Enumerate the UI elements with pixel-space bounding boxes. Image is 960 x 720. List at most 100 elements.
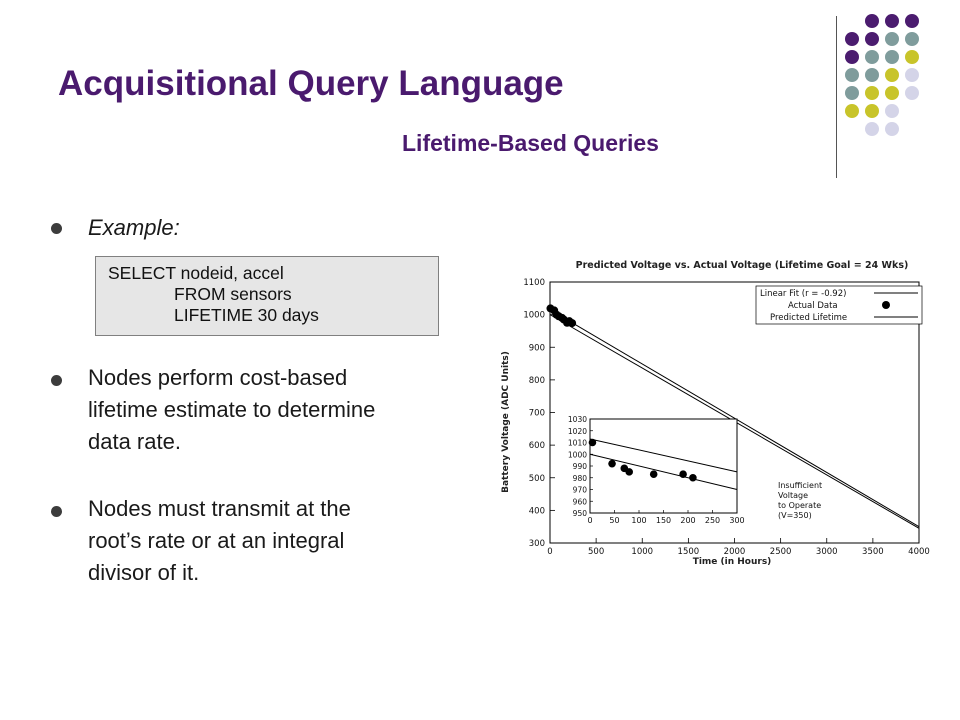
bullet-2-line-1: Nodes must transmit at the [88,496,351,521]
inset-data-point [588,438,597,447]
decorative-dot [865,50,879,64]
inset-y-tick-label: 1020 [568,427,587,436]
legend-box [755,285,923,325]
data-point [568,319,577,328]
decorative-dot [845,32,859,46]
decorative-dot [845,86,859,100]
legend-entry-linear-fit: Linear Fit (r = -0.92) [760,289,846,299]
x-tick-label: 4000 [908,547,930,557]
decorative-dot [865,122,879,136]
divider-line [836,16,837,178]
inset-data-point [625,468,633,476]
bullet-2-line-2: root’s rate or at an integral [88,528,345,553]
decorative-dot [845,104,859,118]
inset-x-tick-label: 0 [587,516,592,525]
x-tick-label: 0 [547,547,552,557]
x-tick-label: 2500 [770,547,792,557]
bullet-dot [51,506,62,517]
decorative-dot [905,68,919,82]
annotation-line-3: to Operate [778,501,821,510]
decorative-dot [905,86,919,100]
y-tick-label: 400 [529,506,545,516]
code-line-from: FROM sensors [174,284,292,304]
y-tick-label: 800 [529,376,545,386]
y-tick-label: 500 [529,474,545,484]
inset-data-point [608,459,616,468]
decorative-dot [905,32,919,46]
annotation-insufficient-voltage: Insufficient Voltage to Operate (V=350) [778,481,822,520]
decorative-dot [865,86,879,100]
annotation-line-4: (V=350) [778,511,812,520]
slide-title: Acquisitional Query Language [58,64,564,103]
chart-ylabel: Battery Voltage (ADC Units) [501,351,511,493]
bullet-point-1: Nodes perform cost-based lifetime estima… [88,362,375,458]
decorative-dot [885,14,899,28]
decorative-dot [865,14,879,28]
x-tick-label: 500 [588,547,604,557]
x-tick-label: 1500 [678,547,700,557]
bullet-1-line-1: Nodes perform cost-based [88,365,348,390]
inset-line [589,453,738,490]
chart-legend: Linear Fit (r = -0.92) Actual Data Predi… [755,285,923,325]
bullet-2-line-3: divisor of it. [88,560,200,585]
inset-line [589,438,738,473]
x-tick-label: 2000 [724,547,746,557]
x-tick-label: 3500 [862,547,884,557]
y-tick-label: 900 [529,343,545,353]
decorative-dot [885,68,899,82]
bullet-dot [51,223,62,234]
inset-y-tick-label: 980 [573,474,588,483]
inset-y-tick-label: 1010 [568,439,587,448]
inset-x-tick-label: 100 [631,516,646,525]
legend-swatch-actual-data [882,301,890,309]
chart-points [546,304,577,328]
code-line-select: SELECT nodeid, accel [108,263,284,283]
inset-data-point [679,470,687,479]
annotation-line-1: Insufficient [778,481,822,490]
decorative-dot [865,104,879,118]
slide-subtitle: Lifetime-Based Queries [402,130,659,156]
inset-y-tick-label: 950 [573,509,588,518]
bullet-dot [51,375,62,386]
inset-y-tick-label: 970 [573,486,588,495]
inset-y-tick-label: 1000 [568,450,587,459]
legend-entry-actual-data: Actual Data [788,301,838,311]
bullet-1-line-3: data rate. [88,429,181,454]
inset-x-tick-label: 200 [680,516,695,525]
legend-entry-predicted: Predicted Lifetime [770,313,847,323]
bullet-point-2: Nodes must transmit at the root’s rate o… [88,493,351,589]
inset-y-tick-label: 1030 [568,415,587,424]
voltage-chart-svg: Predicted Voltage vs. Actual Voltage (Li… [501,260,930,567]
series-line [549,309,920,528]
example-label: Example: [88,215,180,240]
y-tick-label: 1000 [523,311,545,321]
sql-code-box: SELECT nodeid, accel FROM sensors LIFETI… [95,256,439,336]
decorative-dot [905,14,919,28]
decorative-dot [865,32,879,46]
decorative-dot [885,32,899,46]
chart-title: Predicted Voltage vs. Actual Voltage (Li… [576,260,909,271]
decorative-dot [885,122,899,136]
inset-x-tick-label: 250 [705,516,720,525]
inset-y-tick-label: 990 [573,462,588,471]
inset-chart: 950 960 970 980 990 1000 1010 1020 1030 0 50 100 150… [568,415,745,525]
chart-xlabel: Time (in Hours) [693,557,772,567]
inset-x-tick-label: 300 [729,516,744,525]
x-tick-label: 3000 [816,547,838,557]
y-tick-label: 300 [529,539,545,549]
decorative-dot [905,50,919,64]
decorative-dot [845,50,859,64]
inset-data-point [649,470,658,479]
inset-data-point [689,473,697,482]
decorative-dot [885,86,899,100]
inset-x-tick-label: 50 [609,516,619,525]
code-line-lifetime: LIFETIME 30 days [174,305,319,325]
decorative-dot [885,50,899,64]
decorative-dot-grid [843,12,953,162]
y-tick-label: 600 [529,441,545,451]
decorative-dot [885,104,899,118]
bullet-1-line-2: lifetime estimate to determine [88,397,376,422]
inset-x-tick-label: 150 [656,516,671,525]
decorative-dot [865,68,879,82]
